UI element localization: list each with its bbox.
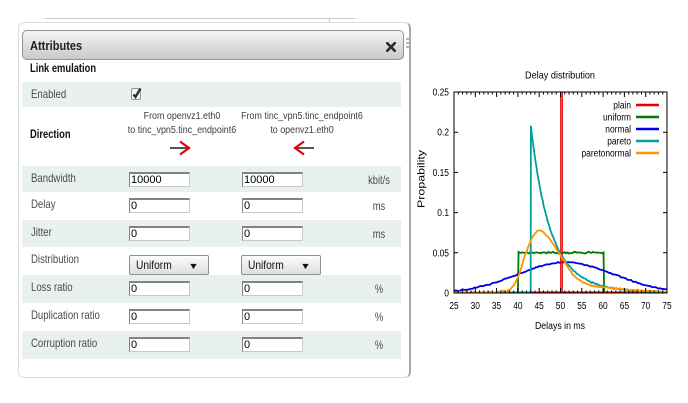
svg-text:45: 45 <box>535 301 545 312</box>
svg-text:25: 25 <box>449 301 459 312</box>
svg-text:40: 40 <box>513 301 523 312</box>
svg-text:Propability: Propability <box>417 150 428 208</box>
svg-text:pareto: pareto <box>607 137 631 148</box>
svg-text:65: 65 <box>620 301 630 312</box>
svg-text:75: 75 <box>662 301 672 312</box>
svg-text:uniform: uniform <box>603 113 631 124</box>
svg-text:60: 60 <box>598 301 608 312</box>
svg-text:Delays in ms: Delays in ms <box>535 320 585 332</box>
svg-text:plain: plain <box>613 101 631 112</box>
svg-text:0: 0 <box>444 289 449 300</box>
svg-text:paretonormal: paretonormal <box>582 149 632 160</box>
svg-text:50: 50 <box>556 301 566 312</box>
svg-text:normal: normal <box>605 125 631 136</box>
svg-text:55: 55 <box>577 301 587 312</box>
svg-text:0.2: 0.2 <box>437 128 449 139</box>
svg-text:0.05: 0.05 <box>433 248 450 259</box>
svg-text:70: 70 <box>641 301 651 312</box>
svg-text:0.15: 0.15 <box>433 168 450 179</box>
svg-text:35: 35 <box>492 301 502 312</box>
svg-text:Delay distribution: Delay distribution <box>525 70 595 82</box>
svg-text:30: 30 <box>471 301 481 312</box>
svg-text:0.1: 0.1 <box>437 208 449 219</box>
svg-text:0.25: 0.25 <box>433 88 450 99</box>
